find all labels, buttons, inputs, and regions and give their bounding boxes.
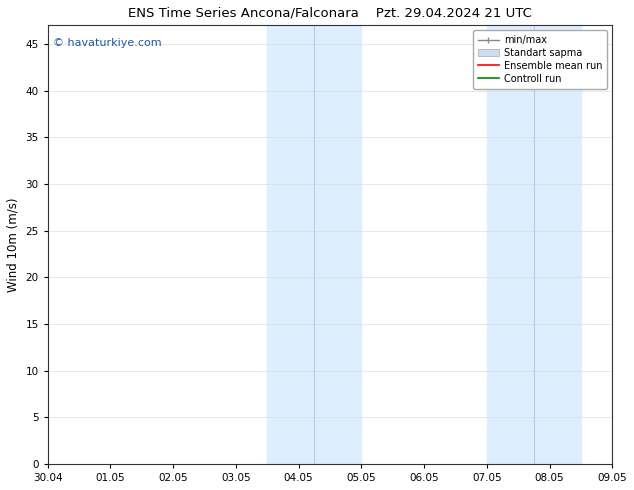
Y-axis label: Wind 10m (m/s): Wind 10m (m/s): [7, 197, 20, 292]
Text: © havaturkiye.com: © havaturkiye.com: [53, 38, 162, 49]
Legend: min/max, Standart sapma, Ensemble mean run, Controll run: min/max, Standart sapma, Ensemble mean r…: [473, 30, 607, 89]
Bar: [487, 25, 581, 464]
Bar: [268, 25, 361, 464]
Title: ENS Time Series Ancona/Falconara    Pzt. 29.04.2024 21 UTC: ENS Time Series Ancona/Falconara Pzt. 29…: [128, 7, 532, 20]
